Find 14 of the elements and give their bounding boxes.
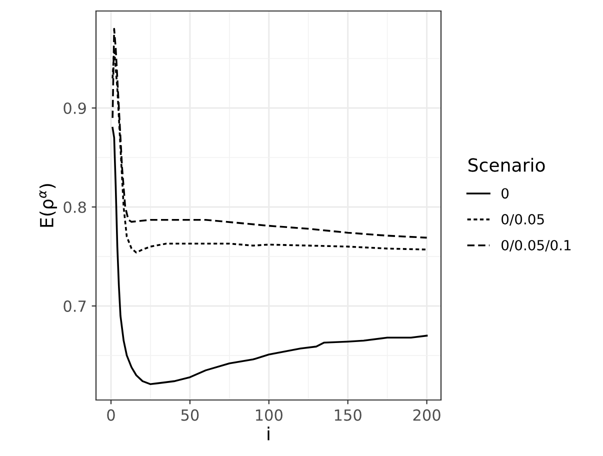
y-tick-label: 0.8 (64, 201, 86, 214)
legend-title: Scenario (468, 158, 545, 172)
legend-label: 0 (502, 188, 509, 199)
x-tick-label: 200 (413, 409, 440, 421)
legend-label: 0/0.05/0.1 (502, 240, 571, 252)
x-tick-label: 50 (181, 409, 199, 421)
x-tick-label: 0 (107, 409, 115, 421)
x-tick-label: 150 (334, 409, 362, 421)
x-tick-label: 100 (256, 409, 282, 421)
y-tick-label: 0.7 (64, 300, 86, 312)
x-axis-title: i (268, 426, 270, 440)
y-tick-label: 0.9 (64, 102, 86, 114)
legend-label: 0/0.05 (502, 214, 544, 226)
y-axis-title: E(ρ$^{α}$) (39, 184, 58, 227)
